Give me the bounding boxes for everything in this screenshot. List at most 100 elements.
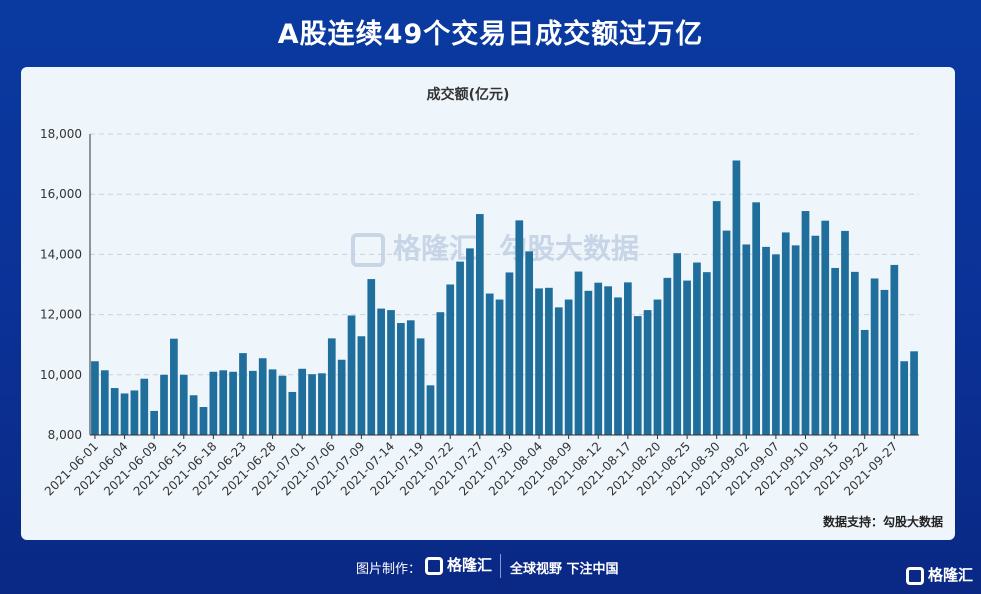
- bar: [712, 201, 721, 435]
- bar: [248, 370, 257, 435]
- corner-logo: 格隆汇: [905, 564, 973, 585]
- bar: [308, 374, 316, 435]
- y-tick-label: 16,000: [40, 187, 82, 201]
- bars: [91, 160, 918, 435]
- footer-logo-text: 格隆汇: [447, 556, 493, 574]
- y-tick-label: 18,000: [40, 127, 82, 141]
- bar: [357, 336, 366, 435]
- bar: [663, 277, 672, 435]
- bar: [554, 307, 563, 435]
- bar: [851, 271, 859, 435]
- bar: [910, 351, 918, 435]
- bar: [683, 280, 691, 435]
- bar: [387, 310, 395, 435]
- bar: [485, 293, 494, 435]
- bar: [229, 371, 237, 435]
- bar: [426, 385, 435, 435]
- bar: [397, 323, 405, 435]
- bar: [446, 284, 455, 435]
- bar: [327, 338, 336, 435]
- bar: [732, 160, 741, 435]
- bar: [466, 248, 474, 435]
- bar: [653, 299, 662, 435]
- bar: [604, 286, 612, 435]
- bar: [614, 297, 622, 435]
- bar: [633, 316, 642, 435]
- footer: 图片制作： 格隆汇 全球视野 下注中国: [0, 552, 981, 582]
- bar: [377, 308, 385, 435]
- bar: [337, 359, 346, 435]
- bar: [170, 338, 178, 435]
- bar: [298, 368, 307, 435]
- corner-logo-icon: [905, 566, 924, 585]
- gridlines: [90, 133, 919, 376]
- bar: [100, 370, 109, 435]
- bar: [564, 299, 573, 435]
- footer-slogan: 全球视野 下注中国: [510, 562, 619, 577]
- bar: [515, 220, 524, 435]
- headline: A股连续49个交易日成交额过万亿: [277, 19, 704, 50]
- bar: [130, 390, 139, 435]
- bar: [722, 230, 731, 435]
- bar: [673, 253, 682, 435]
- bar: [239, 353, 247, 435]
- bar: [752, 202, 761, 435]
- bar: [772, 254, 780, 435]
- bar: [791, 245, 800, 435]
- bar: [150, 410, 158, 435]
- bar: [278, 375, 287, 435]
- bar: [318, 373, 326, 435]
- bar: [209, 371, 218, 435]
- bar: [495, 299, 504, 435]
- bar: [831, 267, 839, 435]
- bar: [880, 289, 889, 435]
- bar: [693, 262, 701, 435]
- bar: [702, 272, 711, 435]
- bar: [456, 261, 464, 435]
- bar: [199, 407, 208, 435]
- bar: [268, 369, 277, 435]
- bar-chart: 成交额(亿元) 8,000 10,000 12,000 14,000 16,000 18,…: [40, 86, 919, 498]
- bar: [367, 279, 376, 435]
- y-tick-label: 12,000: [40, 308, 82, 322]
- bar: [643, 310, 652, 435]
- bar: [900, 361, 909, 435]
- bar: [781, 232, 790, 435]
- bar: [179, 374, 188, 435]
- chart-title: 成交额(亿元): [427, 86, 510, 103]
- bar: [801, 211, 810, 435]
- bar: [475, 214, 484, 435]
- data-source: 数据支持：勾股大数据: [822, 515, 943, 529]
- bar: [870, 278, 879, 435]
- made-by-label: 图片制作：: [356, 562, 422, 577]
- bar: [841, 230, 849, 435]
- bar: [505, 272, 514, 435]
- bar: [594, 282, 603, 435]
- bar: [416, 338, 425, 435]
- bar: [219, 370, 228, 435]
- bar: [258, 358, 267, 435]
- bar: [436, 312, 445, 435]
- bar: [821, 220, 830, 435]
- bar: [574, 271, 583, 435]
- bar: [347, 315, 356, 435]
- bar: [110, 388, 119, 435]
- y-tick-label: 10,000: [40, 368, 82, 382]
- y-tick-label: 14,000: [40, 247, 82, 261]
- bar: [624, 282, 632, 435]
- chart-card: 格隆汇 勾股大数据 成交额(亿元) 8,000 10,000 12,000 14,00…: [21, 67, 955, 540]
- footer-logo: 格隆汇: [425, 554, 492, 575]
- bar: [525, 251, 534, 435]
- bar: [742, 244, 751, 435]
- bar: [762, 246, 770, 435]
- bar: [584, 290, 593, 435]
- bar: [406, 320, 415, 435]
- bar: [140, 378, 149, 435]
- footer-divider: [500, 554, 501, 578]
- bar: [811, 235, 820, 435]
- bar: [545, 287, 553, 435]
- bar: [288, 391, 297, 435]
- bar: [535, 288, 543, 435]
- bar: [91, 361, 99, 435]
- bar: [120, 393, 129, 435]
